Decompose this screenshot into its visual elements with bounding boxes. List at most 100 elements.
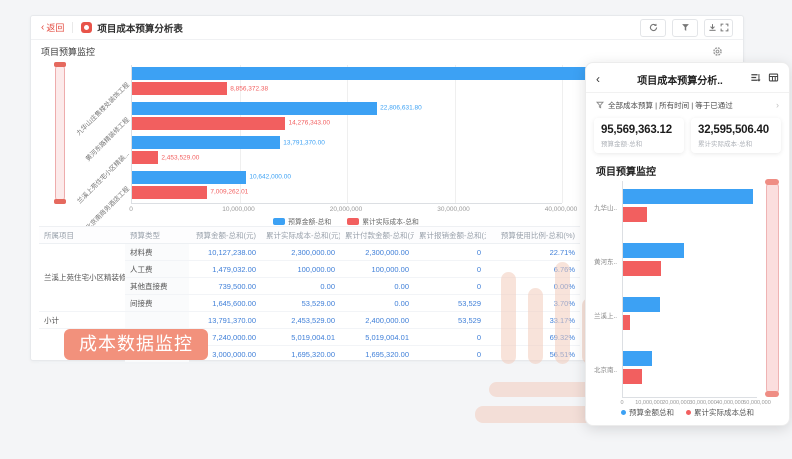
mobile-datazoom-slider[interactable] <box>765 179 779 397</box>
value-cell: 0 <box>414 243 486 261</box>
x-axis-tick-label: 20,000,000 <box>329 206 363 213</box>
back-button[interactable]: ‹ 返回 <box>41 21 64 34</box>
kpi-value: 95,569,363.12 <box>601 124 672 136</box>
datazoom-handle-top[interactable] <box>765 179 779 185</box>
mobile-header: ‹ 项目成本预算分析.. <box>596 69 779 89</box>
chart-category-label: 北京南.. <box>594 367 618 374</box>
budget-bar: 22,806,631.80 <box>132 101 422 115</box>
kpi-label: 累计实际成本·总和 <box>698 141 753 148</box>
x-axis-tick-label: 30,000,000 <box>437 206 470 213</box>
legend-item[interactable]: 预算金额-总和 <box>273 216 331 226</box>
value-cell: 69.32% <box>486 328 580 346</box>
mobile-header-divider <box>586 92 789 93</box>
chart-category-label: 黄河东.. <box>594 259 618 266</box>
mobile-back-button[interactable]: ‹ <box>596 72 600 86</box>
chart-category-label: 九华山.. <box>594 205 618 212</box>
settings-gear-icon[interactable] <box>712 46 723 57</box>
value-cell: 0.00 <box>340 294 414 312</box>
budget-type-cell: 间接费 <box>125 294 189 312</box>
mobile-filter-text: 全部成本预算 | 所有时间 | 等于已通过 <box>608 100 733 110</box>
back-label: 返回 <box>46 23 65 33</box>
mobile-budget-chart: 九华山.. 黄河东.. 兰溪上.. 北京南.. 0 10,000,000 20,000,0… <box>594 179 781 406</box>
kpi-value: 32,595,506.40 <box>698 124 769 136</box>
project-cell: 兰溪上苑住宅小区精装修第... <box>39 243 125 312</box>
value-cell: 0 <box>414 328 486 346</box>
filter-funnel-icon <box>596 101 604 109</box>
mobile-chart-legend: 预算金额总和 累计实际成本总和 <box>586 407 789 418</box>
budget-bar: 13,791,370.00 <box>132 136 325 149</box>
legend-item[interactable]: 累计实际成本总和 <box>686 407 754 418</box>
value-cell: 33.17% <box>486 311 580 329</box>
bar-value-label: 10,642,000.00 <box>249 173 291 181</box>
chart-datazoom-slider[interactable] <box>54 62 66 204</box>
sort-list-icon[interactable] <box>750 70 761 88</box>
bar-group: 10,642,000.00 7,009,262.01 <box>132 169 562 203</box>
datazoom-handle-bottom[interactable] <box>765 391 779 397</box>
legend-item[interactable]: 预算金额总和 <box>621 407 674 418</box>
filter-button[interactable] <box>672 18 698 37</box>
budget-bar <box>623 297 660 312</box>
value-cell: 0 <box>414 260 486 278</box>
header-divider <box>72 22 74 33</box>
budget-type-cell <box>125 311 189 329</box>
value-cell: 10,127,238.00 <box>189 243 261 261</box>
value-cell: 0 <box>414 345 486 363</box>
value-cell: 0.00% <box>486 277 580 295</box>
budget-bar <box>623 189 753 204</box>
value-cell: 1,695,320.00 <box>261 345 340 363</box>
export-button[interactable] <box>704 18 733 37</box>
bar-value-label: 7,009,262.01 <box>210 188 249 196</box>
legend-item[interactable]: 累计实际成本-总和 <box>347 216 419 226</box>
value-cell: 0.00 <box>261 277 340 295</box>
report-app-icon <box>81 22 93 33</box>
table-header-row: 所属项目 预算类型 预算金额-总和(元) 累计实际成本-总和(元) 累计付款金额-总和(… <box>39 226 580 244</box>
actual-cost-bar: 8,856,372.38 <box>132 82 268 95</box>
chart-category-label: 兰溪上.. <box>594 313 618 320</box>
chart-category-axis: 九华山庄售楼处装饰工程 黄河东路精装修工程 兰溪上苑住宅小区精装... 北京南商务酒店… <box>41 65 131 232</box>
value-cell: 22.71% <box>486 243 580 261</box>
x-axis-tick-label: 10,000,000 <box>635 400 663 406</box>
grid-line <box>347 65 348 203</box>
mobile-kpi-row: 95,569,363.12 预算金额·总和 32,595,506.40 累计实际… <box>594 118 781 153</box>
value-cell: 1,695,320.00 <box>340 345 414 363</box>
value-cell: 53,529 <box>414 294 486 312</box>
table-view-icon[interactable] <box>768 70 779 88</box>
x-axis-tick-label: 30,000,000 <box>689 400 717 406</box>
value-cell: 6.76% <box>486 260 580 278</box>
value-cell: 2,300,000.00 <box>340 243 414 261</box>
datazoom-handle-top[interactable] <box>54 62 66 67</box>
window-header: ‹ 返回 项目成本预算分析表 <box>31 16 743 40</box>
datazoom-handle-bottom[interactable] <box>54 199 66 204</box>
mobile-filter-bar[interactable]: 全部成本预算 | 所有时间 | 等于已通过 › <box>596 96 779 114</box>
grid-line <box>239 65 241 203</box>
budget-type-cell: 人工费 <box>125 260 189 278</box>
chart-section-title: 项目预算监控 <box>41 46 96 57</box>
x-axis-tick-label: 0 <box>129 206 133 213</box>
x-axis-tick-label: 50,000,000 <box>743 400 771 406</box>
bar-group <box>623 181 757 235</box>
value-cell: 0 <box>414 277 486 295</box>
value-cell: 5,019,004.01 <box>340 328 414 346</box>
value-cell: 53,529 <box>414 311 486 329</box>
value-cell: 56.51% <box>486 345 580 363</box>
refresh-button[interactable] <box>640 18 666 37</box>
table-header-cell: 累计报销金额-总和(元) <box>414 226 486 244</box>
value-cell: 1,479,032.00 <box>189 260 261 278</box>
table-row: 兰溪上苑住宅小区精装修第...材料费10,127,238.002,300,000… <box>39 243 580 312</box>
bar-value-label: 22,806,631.80 <box>380 104 422 112</box>
cost-data-monitor-badge: 成本数据监控 <box>64 329 208 360</box>
bar-group: 13,791,370.00 2,453,529.00 <box>132 134 562 168</box>
x-axis-tick-label: 20,000,000 <box>662 400 690 406</box>
budget-bar <box>623 351 652 366</box>
actual-cost-bar <box>623 261 662 276</box>
value-cell: 2,400,000.00 <box>340 311 414 329</box>
chart-x-axis: 0 10,000,000 20,000,000 30,000,000 40,000,00… <box>129 206 577 216</box>
value-cell: 13,791,370.00 <box>189 311 261 329</box>
legend-swatch <box>347 217 360 225</box>
table-header-cell: 预算使用比例-总和(%) <box>486 226 580 244</box>
chevron-right-icon: › <box>776 100 779 110</box>
table-header-cell: 预算金额-总和(元) <box>189 226 261 244</box>
table-header-cell: 累计付款金额-总和(元) <box>340 226 414 244</box>
actual-cost-bar <box>623 315 630 330</box>
kpi-label: 预算金额·总和 <box>601 141 643 148</box>
